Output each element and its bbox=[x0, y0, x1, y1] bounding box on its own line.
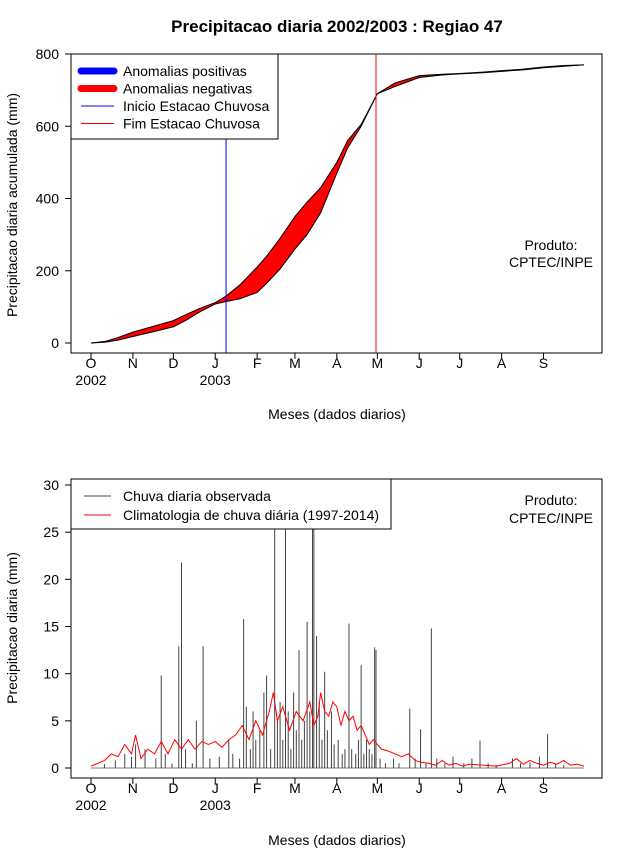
top-x-tick-label: O bbox=[86, 355, 97, 371]
bottom-y-tick-label: 0 bbox=[51, 760, 59, 776]
bottom-year-label: 2002 bbox=[75, 797, 106, 813]
top-x-tick-label: J bbox=[212, 355, 219, 371]
bottom-y-tick-label: 25 bbox=[43, 524, 59, 540]
top-legend-label: Fim Estacao Chuvosa bbox=[123, 116, 260, 132]
bottom-x-tick-label: J bbox=[416, 780, 423, 796]
top-y-tick-label: 200 bbox=[36, 263, 60, 279]
top-x-tick-label: S bbox=[539, 355, 548, 371]
top-x-tick-label: F bbox=[253, 355, 262, 371]
top-year-label: 2003 bbox=[200, 372, 231, 388]
top-x-tick-label: A bbox=[332, 355, 342, 371]
bottom-y-tick-label: 5 bbox=[51, 713, 59, 729]
bottom-legend-label: Chuva diaria observada bbox=[123, 488, 271, 504]
top-x-axis-label: Meses (dados diarios) bbox=[268, 406, 406, 422]
top-y-tick-label: 400 bbox=[36, 191, 60, 207]
top-legend: Anomalias positivas Anomalias negativasIn… bbox=[70, 53, 279, 140]
bottom-y-tick-label: 10 bbox=[43, 666, 59, 682]
bottom-x-tick-label: M bbox=[372, 780, 384, 796]
bottom-legend-label: Climatologia de chuva diária (1997-2014) bbox=[123, 507, 379, 523]
top-x-tick-label: J bbox=[456, 355, 463, 371]
bottom-product-label: Produto: bbox=[525, 492, 578, 508]
top-legend-label: Anomalias negativas bbox=[123, 81, 252, 97]
bottom-x-tick-label: S bbox=[539, 780, 548, 796]
top-x-tick-label: M bbox=[289, 355, 301, 371]
bottom-x-tick-label: A bbox=[332, 780, 342, 796]
bottom-x-tick-label: F bbox=[253, 780, 262, 796]
top-y-tick-label: 0 bbox=[51, 335, 59, 351]
top-product-label: Produto: bbox=[525, 237, 578, 253]
top-y-tick-label: 800 bbox=[36, 46, 60, 62]
top-legend-label: Anomalias positivas bbox=[123, 63, 247, 79]
observed-cumulative-line bbox=[90, 64, 585, 344]
bottom-year-label: 2003 bbox=[200, 797, 231, 813]
bottom-x-tick-label: A bbox=[497, 780, 507, 796]
top-x-tick-label: M bbox=[372, 355, 384, 371]
bottom-x-tick-label: N bbox=[128, 780, 138, 796]
top-x-tick-label: D bbox=[168, 355, 178, 371]
bottom-y-axis-label: Precipitacao diaria (mm) bbox=[4, 552, 20, 704]
bottom-y-tick-label: 15 bbox=[43, 619, 59, 635]
bottom-x-axis-label: Meses (dados diarios) bbox=[268, 832, 406, 848]
bottom-x-tick-label: J bbox=[456, 780, 463, 796]
top-x-tick-label: J bbox=[416, 355, 423, 371]
top-product-source: CPTEC/INPE bbox=[509, 254, 593, 270]
bottom-x-tick-label: M bbox=[289, 780, 301, 796]
daily-precipitation-plot: 0 5 10 15 20 25 30 O N D J F M A M J J A S 2002 2003 Chuva di… bbox=[43, 477, 603, 813]
top-x-tick-label: A bbox=[497, 355, 507, 371]
bottom-x-tick-label: J bbox=[212, 780, 219, 796]
top-year-label: 2002 bbox=[75, 372, 106, 388]
top-legend-label: Inicio Estacao Chuvosa bbox=[123, 98, 270, 114]
bottom-x-tick-label: O bbox=[86, 780, 97, 796]
top-legend-box bbox=[70, 53, 279, 140]
bottom-x-tick-label: D bbox=[168, 780, 178, 796]
top-x-tick-label: N bbox=[128, 355, 138, 371]
top-y-tick-label: 600 bbox=[36, 118, 60, 134]
climatology-daily-line bbox=[90, 692, 585, 767]
climatology-cumulative-line bbox=[90, 64, 585, 344]
bottom-legend: Chuva diaria observada Climatologia de ch… bbox=[70, 478, 392, 530]
bottom-y-tick-label: 20 bbox=[43, 571, 59, 587]
top-chart-title: Precipitacao diaria 2002/2003 : Regiao 4… bbox=[171, 17, 503, 36]
bottom-data-layer bbox=[90, 503, 585, 769]
bottom-y-tick-label: 30 bbox=[43, 477, 59, 493]
bottom-legend-box bbox=[70, 478, 392, 530]
cumulative-precipitation-plot: 0 200 400 600 800 O N D J F M A M J J A S 2002 2003 Anomali… bbox=[36, 46, 603, 388]
bottom-product-source: CPTEC/INPE bbox=[509, 510, 593, 526]
top-y-axis-label: Precipitacao diaria acumulada (mm) bbox=[4, 93, 20, 317]
